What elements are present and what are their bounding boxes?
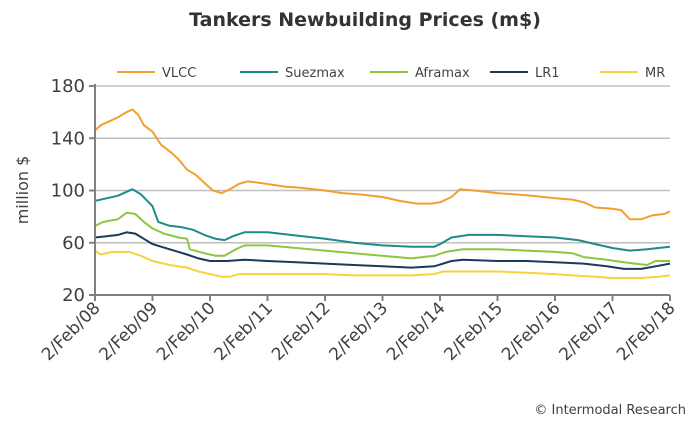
series-line-vlcc [94, 108, 671, 221]
series-group [94, 108, 671, 279]
series-line-lr1 [94, 231, 671, 270]
series-line-mr [94, 249, 671, 279]
legend-item-aframax[interactable]: Aframax [370, 66, 470, 81]
x-tick-label: 2/Feb/14 [383, 298, 449, 364]
legend-item-vlcc[interactable]: VLCC [117, 66, 196, 81]
axes [89, 84, 670, 296]
legend-label: Suezmax [285, 66, 345, 81]
y-axis-ticks: 20 60 100 140 180 [51, 76, 95, 306]
legend-label: VLCC [162, 66, 196, 81]
x-tick-label: 2/Feb/13 [326, 298, 392, 364]
x-tick-label: 2/Feb/09 [96, 298, 162, 364]
x-tick-label: 2/Feb/11 [211, 298, 277, 364]
legend-label: Aframax [415, 66, 470, 81]
x-tick-label: 2/Feb/10 [153, 298, 219, 364]
legend-label: LR1 [535, 66, 560, 81]
y-tick-label: 100 [51, 181, 85, 202]
y-axis-label: million $ [13, 156, 32, 225]
y-tick-label: 180 [51, 76, 85, 97]
series-line-aframax [94, 211, 670, 266]
chart-title: Tankers Newbuilding Prices (m$) [189, 9, 541, 31]
legend: VLCC Suezmax Aframax LR1 MR [117, 66, 665, 81]
legend-label: MR [645, 66, 665, 81]
x-tick-label: 2/Feb/17 [556, 298, 622, 364]
x-tick-label: 2/Feb/12 [268, 298, 334, 364]
legend-item-lr1[interactable]: LR1 [490, 66, 560, 81]
x-axis-ticks: 2/Feb/082/Feb/092/Feb/102/Feb/112/Feb/12… [38, 295, 680, 365]
x-tick-label: 2/Feb/18 [613, 298, 679, 364]
legend-item-suezmax[interactable]: Suezmax [240, 66, 345, 81]
y-tick-label: 20 [62, 285, 85, 306]
y-tick-label: 60 [62, 233, 85, 254]
y-tick-label: 140 [51, 128, 85, 149]
x-tick-label: 2/Feb/16 [498, 298, 564, 364]
legend-item-mr[interactable]: MR [600, 66, 665, 81]
x-tick-label: 2/Feb/15 [441, 298, 507, 364]
gridlines [95, 85, 670, 244]
credit-text: © Intermodal Research [534, 403, 686, 418]
series-line-suezmax [94, 188, 671, 252]
x-tick-label: 2/Feb/08 [38, 298, 104, 364]
